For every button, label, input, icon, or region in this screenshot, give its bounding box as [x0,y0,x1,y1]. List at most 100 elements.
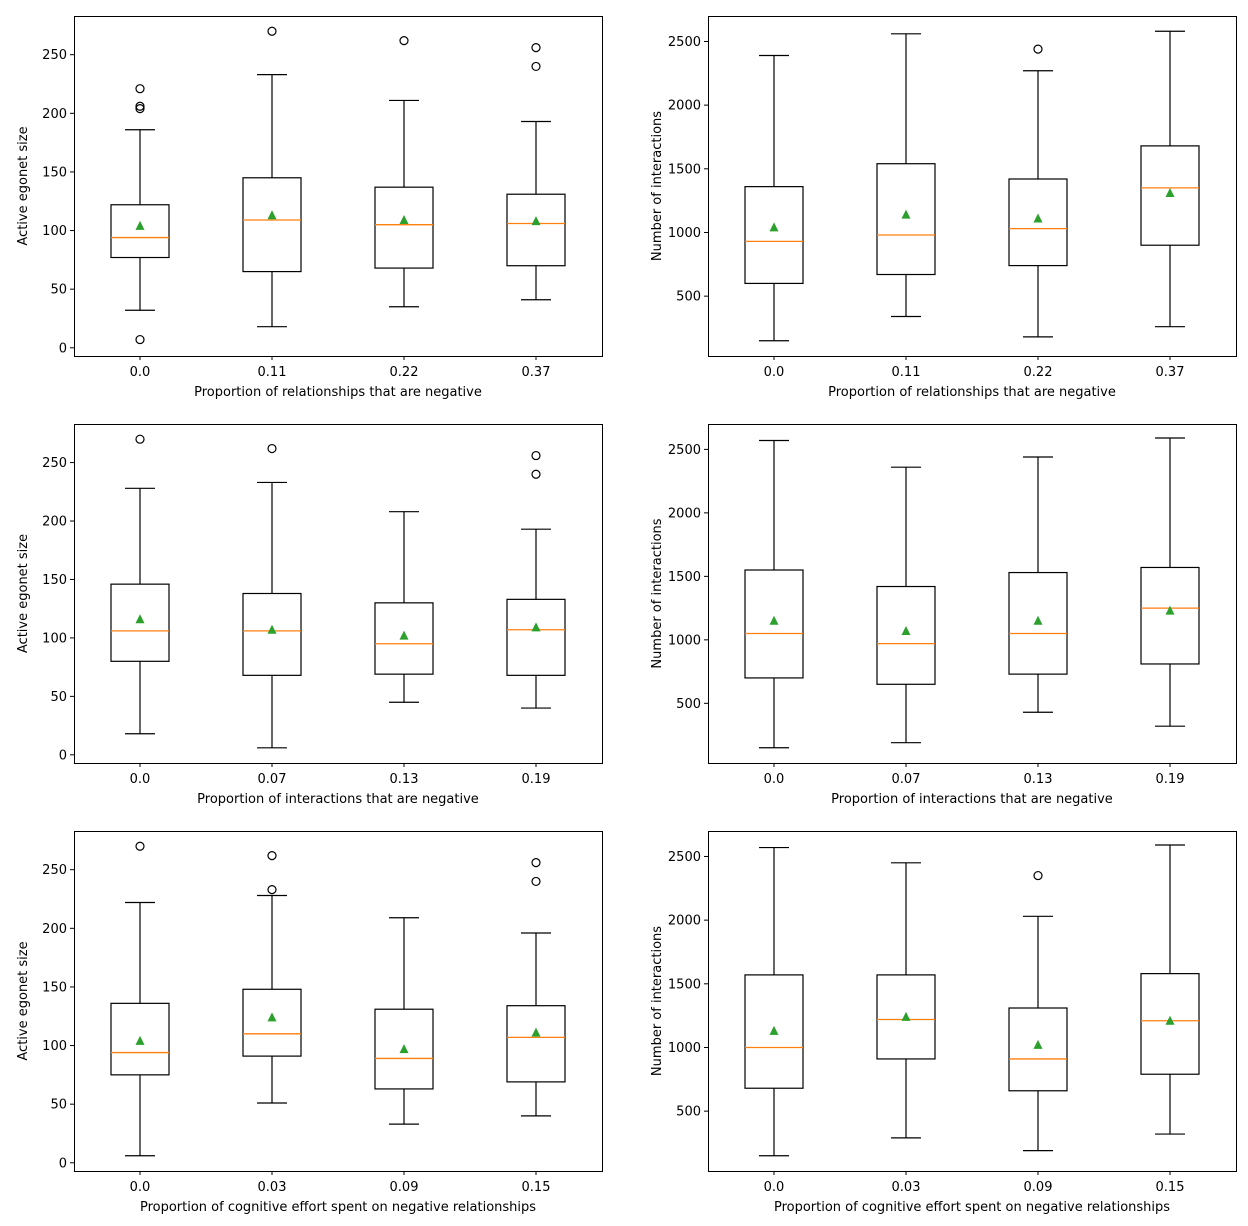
x-tick-label: 0.15 [522,1180,551,1195]
mean-marker [1033,213,1043,223]
box-body [242,988,302,1057]
mean-marker [531,622,541,632]
axes-frame [74,16,603,357]
box-body [506,1005,566,1083]
y-tick-label: 0 [59,1156,67,1171]
flier-point [135,101,145,111]
x-tick-label: 0.0 [764,365,785,380]
y-tick-label: 2000 [668,914,701,929]
y-tick-label: 200 [42,107,67,122]
y-tick-label: 150 [42,980,67,995]
chart-panel-1: 0 50 100 150 200 250 0.0 0.11 0.22 0.37 Proportion… [16,16,603,400]
box-body [374,602,434,675]
box-body [242,592,302,676]
y-tick-label: 1500 [668,570,701,585]
flier-point [531,858,541,868]
flier-point [135,104,145,114]
flier-point [267,443,277,454]
box-body [744,186,804,285]
y-tick-label: 0 [59,341,67,356]
flier-point [267,885,277,895]
y-tick-label: 500 [676,697,701,712]
box-body [1140,566,1200,665]
x-tick-label: 0.22 [390,365,419,380]
x-axis-label: Proportion of relationships that are neg… [194,385,482,400]
y-tick-label: 2000 [668,99,701,114]
x-tick-label: 0.0 [764,1180,785,1195]
chart-panel-4: 500 1000 1500 2000 2500 0.0 0.07 0.13 0.19 Propor… [650,424,1237,807]
x-tick-label: 0.19 [522,772,551,787]
x-tick-label: 0.03 [258,1180,287,1195]
flier-point [531,61,541,72]
axes-frame [708,424,1237,764]
box-1 [744,846,804,1157]
box-body [506,193,566,267]
flier-point [531,469,541,479]
x-tick-label: 0.09 [1024,1180,1053,1195]
chart-panel-2: 500 1000 1500 2000 2500 0.0 0.11 0.22 0.37 Propor… [650,16,1237,400]
mean-marker [267,624,277,634]
y-tick-label: 2500 [668,35,701,50]
box-body [876,585,936,685]
x-tick-label: 0.19 [1156,772,1185,787]
mean-marker [901,209,911,219]
mean-marker [1165,1015,1175,1025]
y-tick-label: 2500 [668,443,701,458]
box-4 [1140,844,1200,1135]
box-3 [1008,456,1068,713]
mean-marker [267,1012,277,1022]
box-4 [506,450,566,709]
x-tick-label: 0.07 [258,772,287,787]
flier-point [267,851,277,861]
box-2 [876,33,936,318]
x-tick-label: 0.15 [1156,1180,1185,1195]
axes-frame [708,16,1237,357]
box-4 [506,858,566,1117]
y-tick-label: 200 [42,515,67,530]
x-tick-label: 0.13 [1024,772,1053,787]
box-3 [1008,44,1068,338]
x-tick-label: 0.07 [892,772,921,787]
box-body [876,163,936,276]
box-1 [744,439,804,749]
y-axis-label: Active egonet size [16,941,31,1060]
flier-point [135,84,145,94]
y-tick-label: 2000 [668,506,701,521]
x-tick-label: 0.37 [522,365,551,380]
y-tick-label: 100 [42,631,67,646]
box-3 [1008,870,1068,1152]
flier-point [135,841,145,851]
mean-marker [531,216,541,226]
box-body [744,974,804,1089]
box-body [242,177,302,273]
box-body [1008,1007,1068,1092]
box-body [506,598,566,676]
box-2 [242,443,302,749]
mean-marker [531,1027,541,1037]
mean-marker [1033,1039,1043,1049]
mean-marker [769,222,779,232]
x-axis-label: Proportion of cognitive effort spent on … [140,1200,536,1215]
box-body [876,974,936,1060]
y-tick-label: 500 [676,1105,701,1120]
box-body [110,583,170,662]
flier-point [135,334,145,345]
mean-marker [267,210,277,220]
box-1 [110,841,170,1157]
box-1 [110,84,170,345]
box-body [374,1008,434,1090]
flier-point [531,876,541,887]
axes-frame [74,424,603,764]
y-tick-label: 2500 [668,850,701,865]
box-3 [374,511,434,703]
y-tick-label: 50 [50,283,67,298]
box-body [374,186,434,269]
flier-point [399,36,409,46]
y-tick-label: 50 [50,690,67,705]
y-tick-label: 1500 [668,977,701,992]
mean-marker [135,1035,145,1045]
x-tick-label: 0.11 [258,365,287,380]
y-axis-label: Number of interactions [650,518,665,668]
flier-point [1033,870,1043,881]
x-axis-label: Proportion of relationships that are neg… [828,385,1116,400]
